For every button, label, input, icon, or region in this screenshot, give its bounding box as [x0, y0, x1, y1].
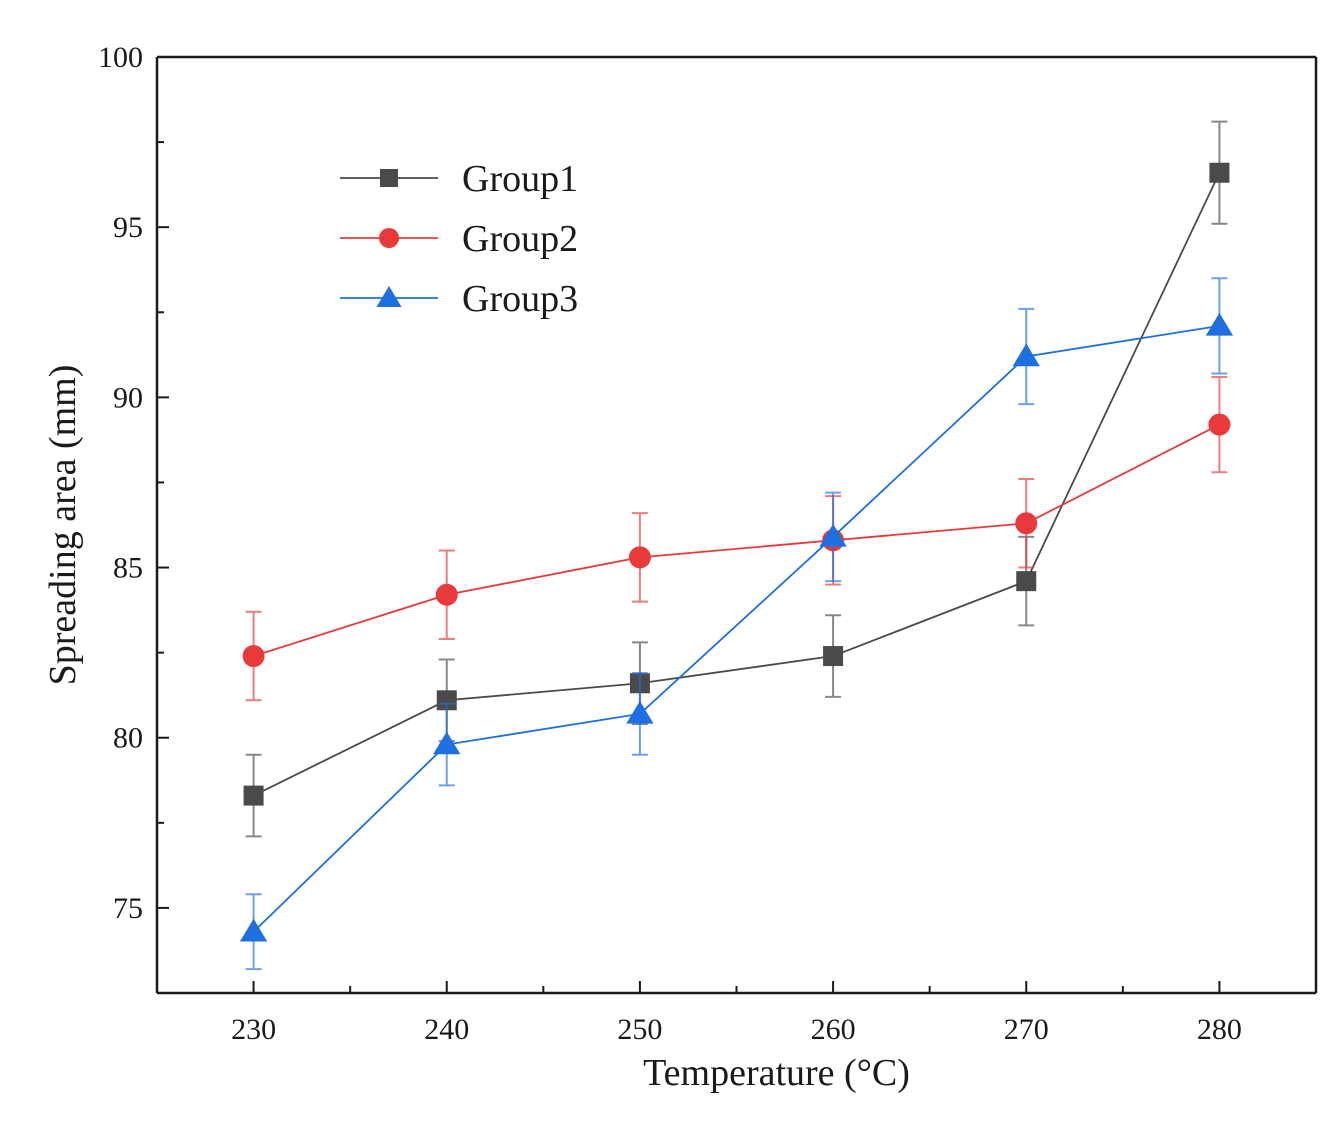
data-point — [243, 785, 264, 806]
legend-label: Group1 — [462, 158, 578, 200]
data-point — [819, 523, 847, 547]
x-tick-label: 260 — [811, 1013, 856, 1046]
y-axis-title: Spreading area (mm) — [42, 365, 84, 686]
data-point — [1015, 512, 1038, 535]
data-point — [1016, 571, 1037, 592]
x-tick-label: 250 — [617, 1013, 662, 1046]
data-point — [1205, 312, 1234, 336]
data-point — [433, 731, 461, 755]
series-group2 — [242, 375, 1231, 702]
x-tick-label: 230 — [231, 1013, 276, 1046]
legend: Group1 Group2 Group3 — [340, 158, 578, 320]
data-point — [823, 646, 844, 667]
series-line — [253, 423, 1220, 657]
legend-marker — [380, 169, 398, 187]
axes: 230 240 250 260 270 280 75 80 85 90 95 100 — [98, 41, 1318, 1046]
legend-marker — [376, 286, 402, 307]
y-tick-label: 80 — [113, 722, 143, 755]
series-group3 — [239, 277, 1234, 971]
data-point — [242, 645, 265, 668]
y-tick-label: 100 — [98, 41, 143, 74]
data-point — [436, 690, 457, 711]
x-axis-title: Temperature (°C) — [643, 1052, 910, 1094]
data-point — [239, 918, 268, 942]
data-point — [435, 583, 458, 606]
x-tick-label: 280 — [1197, 1013, 1242, 1046]
data-point — [1208, 413, 1231, 436]
plot-series — [239, 120, 1234, 971]
y-tick-label: 75 — [113, 892, 143, 925]
legend-label: Group2 — [462, 218, 578, 260]
x-tick-label: 240 — [424, 1013, 469, 1046]
data-point — [1012, 343, 1040, 367]
legend-item-group2: Group2 — [340, 218, 578, 260]
y-tick-label: 90 — [113, 381, 143, 414]
data-point — [1209, 162, 1230, 183]
data-point — [626, 700, 654, 724]
legend-item-group3: Group3 — [340, 278, 578, 320]
legend-label: Group3 — [462, 278, 578, 320]
y-tick-label: 95 — [113, 211, 143, 244]
legend-marker — [379, 228, 399, 248]
series-line — [252, 324, 1220, 933]
y-tick-label: 85 — [113, 552, 143, 585]
x-tick-label: 270 — [1004, 1013, 1049, 1046]
data-point — [628, 546, 651, 569]
legend-item-group1: Group1 — [340, 158, 578, 200]
series-line — [253, 172, 1221, 797]
